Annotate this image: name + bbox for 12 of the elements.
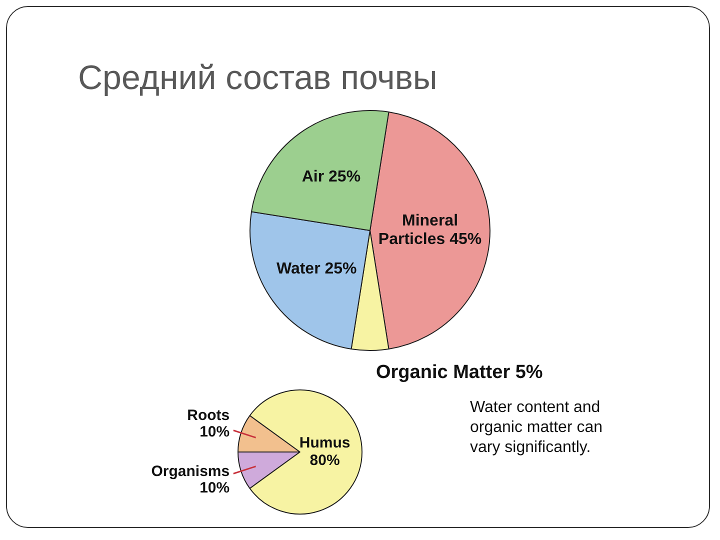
- slice-label: Organisms: [151, 462, 230, 480]
- slice-label: Mineral Particles 45%: [378, 212, 482, 248]
- chart-title: Средний состав почвы: [78, 58, 438, 98]
- data-label: 10%: [200, 479, 230, 496]
- slice-label: Humus: [299, 434, 350, 452]
- data-label: 10%: [200, 423, 230, 440]
- slice-label: Organic Matter 5%: [376, 362, 543, 384]
- data-label: 80%: [310, 452, 340, 469]
- slice-label: Air 25%: [302, 168, 361, 186]
- slice-label: Water 25%: [276, 260, 357, 278]
- slice-label: Roots: [187, 406, 230, 424]
- text: Water content and organic matter can vary significantly.: [470, 398, 604, 458]
